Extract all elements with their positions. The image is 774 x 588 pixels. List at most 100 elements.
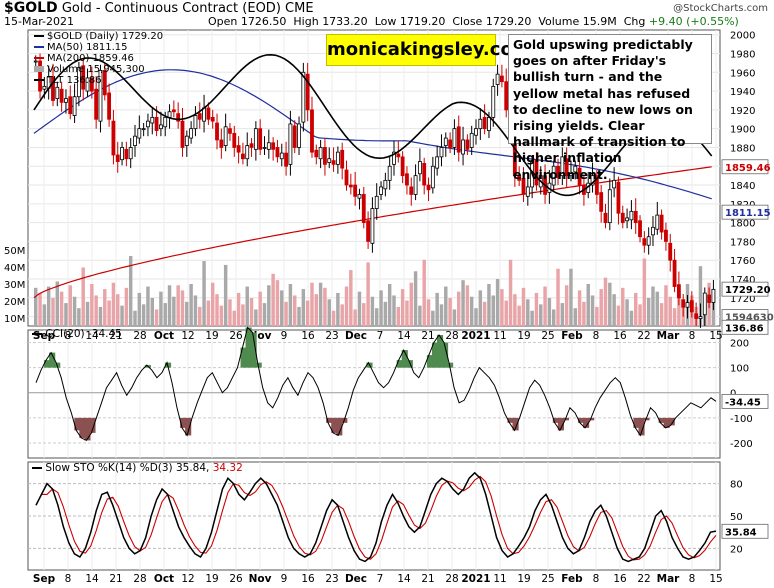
candle-body (461, 139, 465, 155)
candle-body (594, 175, 599, 195)
x-tick-label: 19 (517, 330, 530, 342)
volume-bar (569, 268, 573, 326)
x-tick-label: Sep (33, 573, 56, 585)
volume-bar (452, 309, 457, 326)
volume-bar (495, 278, 500, 326)
volume-bar (103, 289, 107, 326)
volume-bar (672, 308, 677, 326)
x-tick-label: 21 (109, 573, 122, 585)
volume-bar (603, 277, 608, 326)
volume-bar (375, 308, 379, 326)
candle-body (361, 194, 366, 224)
volume-bar (176, 285, 180, 326)
candle-body (81, 65, 86, 90)
volume-bar (396, 306, 401, 326)
volume-bar (612, 294, 616, 326)
candle-body (68, 96, 73, 115)
candle-body (297, 123, 301, 148)
x-tick-label: 8 (593, 330, 600, 342)
brand-banner: monicakingsley.co (326, 34, 513, 66)
sto-d-text: 34.32 (212, 462, 243, 474)
volume-bar (206, 300, 211, 326)
sto-label-text: Slow STO %K(14) %D(3) 35.84, (45, 462, 210, 474)
volume-bar (94, 295, 98, 326)
volume-bar (280, 290, 284, 326)
volume-label: Volume (538, 15, 580, 28)
sto-tick-label: 20 (730, 544, 743, 555)
candle-body (51, 76, 55, 101)
volume-bar (55, 281, 60, 326)
volume-tag: 1594630 (725, 313, 774, 324)
candle-body (396, 153, 401, 158)
candle-body (262, 147, 267, 149)
volume-bar (349, 270, 353, 326)
volume-bar (564, 285, 569, 326)
x-tick-label: 8 (65, 573, 72, 585)
volume-bar (362, 303, 366, 326)
volume-bar (413, 271, 418, 326)
volume-axis-label: 20M (4, 297, 26, 308)
candle-body (310, 109, 314, 153)
candle-body (612, 179, 617, 189)
volume-bar (107, 300, 111, 326)
volume-axis-label: 40M (4, 263, 26, 274)
sto-value-tag-box (721, 523, 769, 539)
cci-fill-negative (89, 417, 96, 433)
cci-fill-negative (79, 417, 86, 438)
candle-body (279, 152, 284, 160)
ma50-tag: 1811.15 (725, 208, 771, 219)
volume-bar (586, 284, 590, 326)
x-tick-label: Feb (561, 330, 583, 342)
volume-bar (215, 294, 219, 326)
tlt-tag-box (721, 319, 769, 335)
open-label: Open (208, 15, 238, 28)
volume-bar (331, 310, 336, 326)
volume-bar (236, 292, 241, 326)
candle-body (659, 214, 664, 233)
x-tick-label: 7 (377, 330, 384, 342)
candle-body (676, 284, 681, 299)
volume-bar (664, 285, 668, 326)
cci-fill-negative (185, 417, 192, 436)
x-tick-label: 28 (445, 573, 458, 585)
cci-fill-positive (436, 335, 444, 368)
candle-body (556, 165, 560, 178)
candle-body (448, 139, 453, 148)
x-tick-label: 19 (517, 573, 530, 585)
tlt-tag: 136.86 (725, 323, 764, 334)
volume-bar (431, 310, 435, 326)
volume-bar (444, 286, 448, 326)
candle-body (426, 184, 431, 191)
candle-body (413, 175, 418, 195)
legend-price: $GOLD (Daily) 1729.20 (34, 31, 163, 42)
volume-bar (508, 259, 513, 326)
volume-bar (642, 258, 647, 326)
candle-body (197, 113, 202, 120)
x-tick-label: 15 (709, 573, 722, 585)
volume-bar (137, 292, 142, 326)
cci-fill-positive (396, 360, 403, 368)
candle-body (102, 70, 107, 96)
x-tick-label: 8 (689, 573, 696, 585)
candle-body (590, 175, 595, 186)
volume-bar (370, 296, 375, 326)
volume-bar (42, 304, 47, 326)
x-tick-label: 14 (85, 330, 99, 342)
x-tick-label: 21 (421, 573, 434, 585)
volume-bar (128, 256, 133, 326)
x-tick-label: 14 (85, 573, 99, 585)
volume-bar (439, 304, 444, 326)
x-tick-label: 8 (689, 330, 696, 342)
candle-body (154, 116, 159, 131)
volume-bar (318, 282, 323, 326)
candle-body (469, 132, 474, 148)
volume-bar (189, 284, 193, 326)
open-value: 1726.50 (240, 15, 287, 28)
candle-body (599, 192, 604, 212)
cci-label: CCI(20) -34.45 (32, 328, 122, 340)
volume-bar (301, 289, 306, 326)
candle-body (228, 128, 232, 134)
x-tick-label: 16 (613, 573, 627, 585)
volume-bar (38, 292, 42, 326)
high-label: High (293, 15, 319, 28)
